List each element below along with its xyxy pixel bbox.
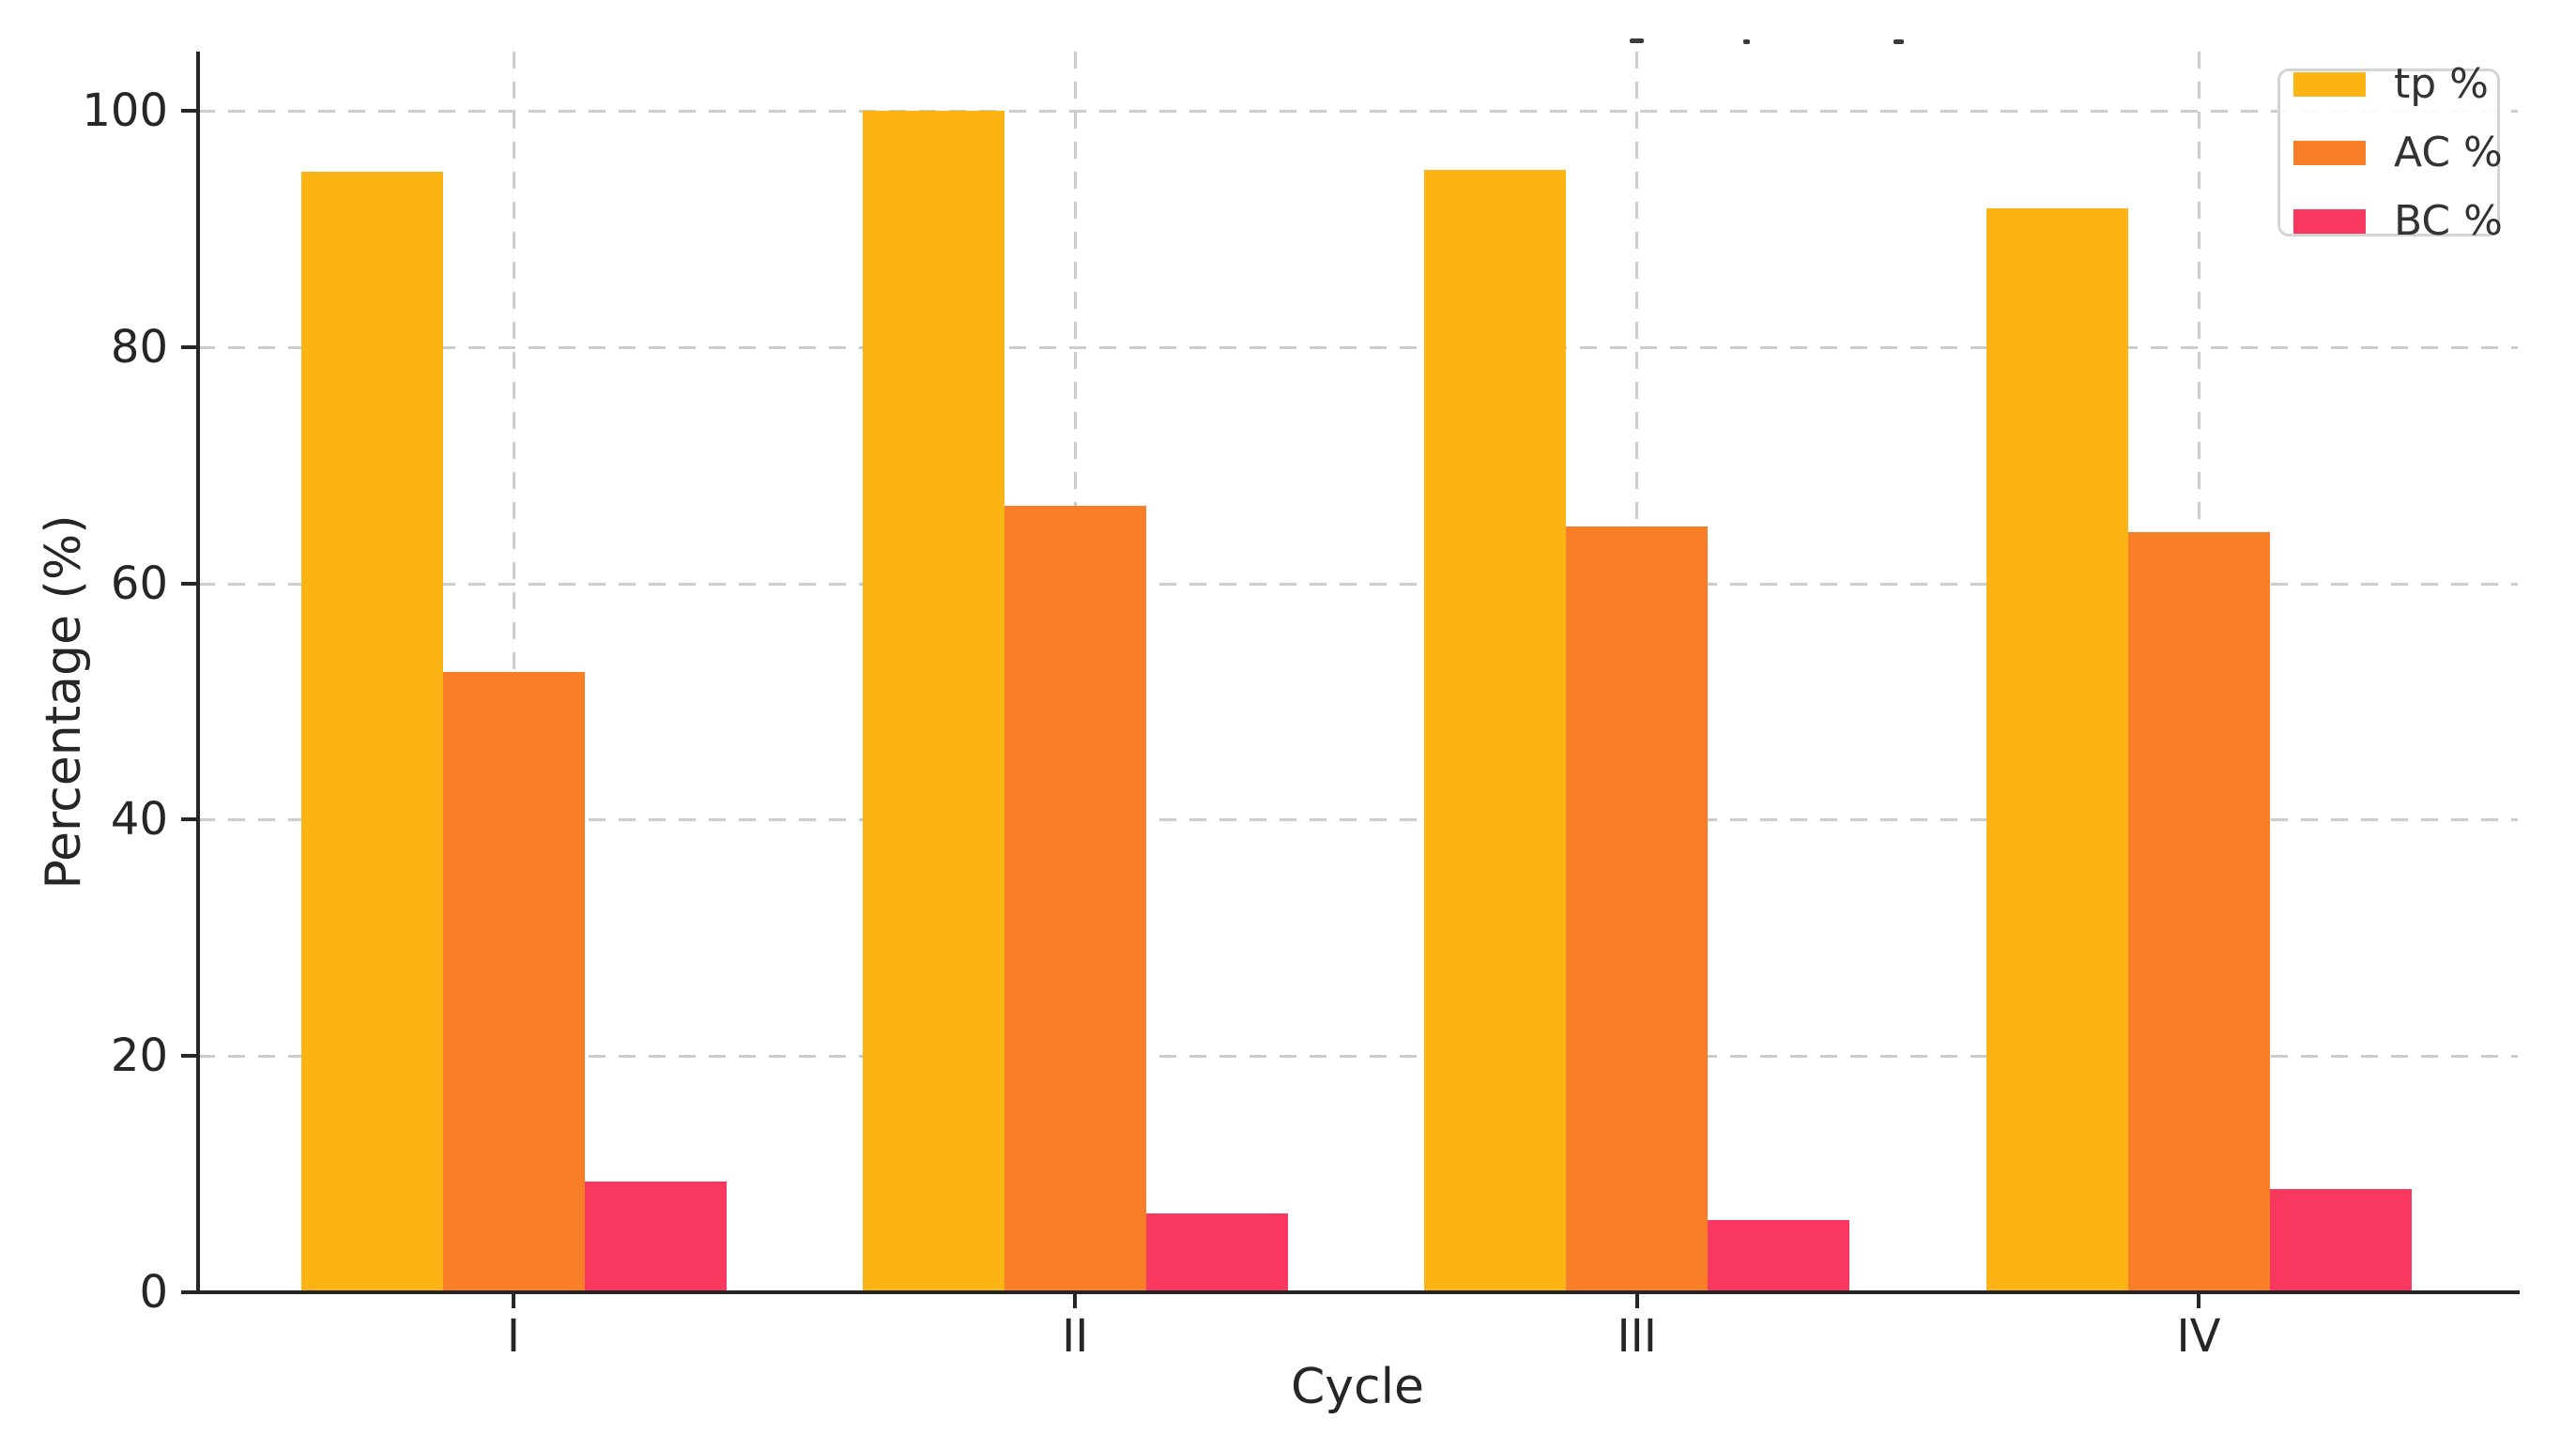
bar-ac-III xyxy=(1566,526,1709,1292)
plot-area xyxy=(198,52,2518,1292)
gridline-y-20 xyxy=(198,1055,2518,1059)
legend-swatch-ac xyxy=(2293,140,2366,165)
legend-label-bc: BC % xyxy=(2394,196,2503,245)
y-tick-60 xyxy=(181,581,196,586)
bar-bc-II xyxy=(1145,1213,1288,1292)
y-tick-label-100: 100 xyxy=(82,84,168,137)
bar-tp-IV xyxy=(1986,208,2128,1292)
legend-label-ac: AC % xyxy=(2394,128,2503,176)
gridline-y-80 xyxy=(198,345,2518,349)
bar-tp-III xyxy=(1424,169,1567,1292)
y-tick-label-0: 0 xyxy=(139,1266,168,1319)
gridline-y-60 xyxy=(198,582,2518,586)
x-tick-II xyxy=(1073,1294,1078,1308)
bar-tp-II xyxy=(862,111,1004,1292)
legend-item-ac: AC % xyxy=(2293,131,2503,174)
bar-bc-I xyxy=(584,1181,727,1292)
bar-bc-III xyxy=(1708,1220,1850,1292)
y-tick-20 xyxy=(181,1054,196,1059)
x-tick-label-III: III xyxy=(1617,1310,1657,1363)
bar-bc-IV xyxy=(2269,1189,2412,1292)
x-tick-label-II: II xyxy=(1062,1310,1089,1363)
y-tick-label-80: 80 xyxy=(110,320,168,374)
y-axis-line xyxy=(196,52,200,1294)
x-tick-label-IV: IV xyxy=(2176,1310,2221,1363)
legend-swatch-tp xyxy=(2293,71,2366,97)
legend: tp % AC % BC % xyxy=(2277,63,2503,241)
x-axis-title: Cycle xyxy=(1290,1359,1425,1415)
gridline-y-100 xyxy=(198,110,2518,113)
y-tick-40 xyxy=(181,817,196,822)
x-axis-line xyxy=(196,1290,2520,1294)
cropped-title-fragment xyxy=(1894,39,1904,44)
x-tick-I xyxy=(512,1294,515,1308)
y-tick-0 xyxy=(181,1290,196,1294)
gridline-x-I xyxy=(512,52,515,1292)
legend-item-tp: tp % xyxy=(2293,59,2497,108)
bar-ac-IV xyxy=(2127,532,2270,1292)
x-tick-IV xyxy=(2197,1294,2200,1308)
y-tick-label-40: 40 xyxy=(110,793,168,847)
bar-tp-I xyxy=(300,172,443,1292)
legend-swatch-bc xyxy=(2293,208,2366,234)
x-tick-label-I: I xyxy=(506,1310,521,1363)
y-tick-label-60: 60 xyxy=(110,557,168,610)
cropped-title-fragment xyxy=(1630,38,1644,43)
bar-ac-I xyxy=(442,672,585,1292)
y-tick-100 xyxy=(181,109,196,113)
x-tick-III xyxy=(1634,1294,1639,1308)
gridline-y-40 xyxy=(198,818,2518,822)
y-tick-80 xyxy=(181,344,196,349)
y-tick-label-20: 20 xyxy=(110,1030,168,1083)
legend-label-tp: tp % xyxy=(2394,59,2489,108)
cropped-title-fragment xyxy=(1743,39,1750,44)
legend-item-bc: BC % xyxy=(2293,200,2503,242)
bar-ac-II xyxy=(1004,505,1146,1292)
